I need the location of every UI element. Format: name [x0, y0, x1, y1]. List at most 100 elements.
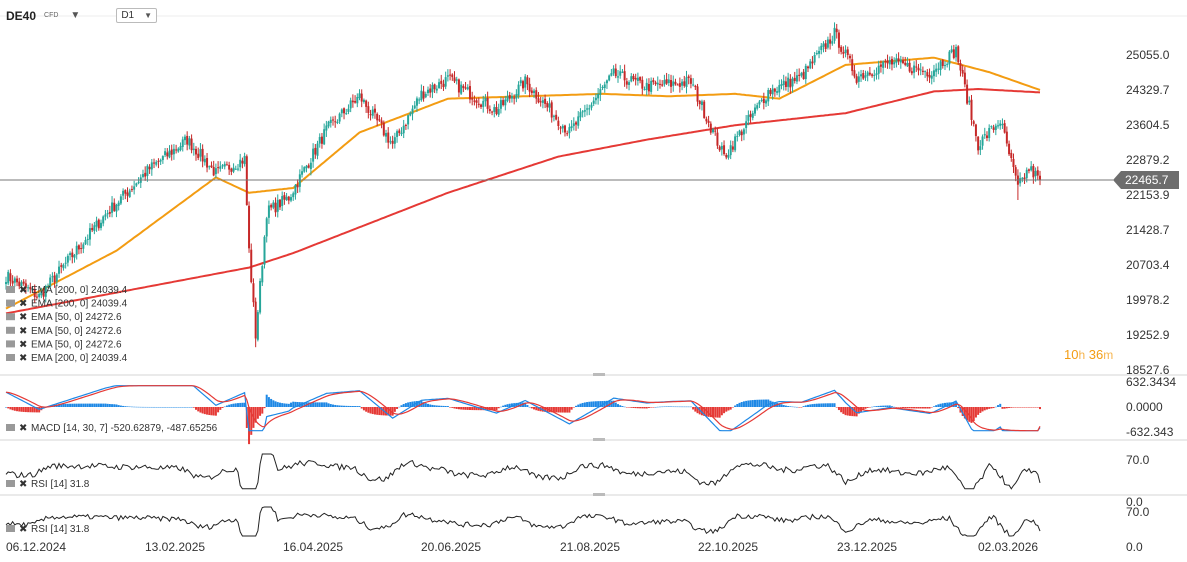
price-tick-label: 20703.4: [1126, 258, 1170, 272]
pane-resize-handle[interactable]: [593, 438, 605, 441]
candle: [424, 91, 427, 99]
eye-icon[interactable]: [6, 354, 15, 361]
macd-histogram-bar: [654, 406, 657, 408]
macd-histogram-bar: [957, 407, 960, 409]
legend-row[interactable]: ✖ EMA [200, 0] 24039.4: [6, 353, 128, 364]
macd-histogram-bar: [217, 407, 220, 413]
eye-icon[interactable]: [6, 525, 15, 532]
legend-label: EMA [50, 0] 24272.6: [31, 339, 122, 350]
macd-histogram-bar: [146, 406, 149, 408]
candle: [316, 140, 319, 160]
macd-histogram-bar: [422, 402, 425, 407]
macd-histogram-bar: [497, 407, 500, 409]
candle: [285, 192, 288, 201]
macd-histogram-bar: [462, 407, 465, 410]
macd-histogram-bar: [926, 407, 929, 409]
candle: [513, 94, 516, 105]
macd-histogram-bar: [104, 403, 107, 407]
macd-histogram-bar: [787, 406, 790, 407]
macd-histogram-bar: [314, 402, 317, 407]
macd-legend[interactable]: ✖ MACD [14, 30, 7] -520.62879, -487.65256: [6, 423, 218, 434]
candle: [676, 83, 679, 86]
candle: [422, 85, 425, 102]
candle: [985, 131, 988, 142]
timeframe-select[interactable]: D1 ▼: [116, 8, 158, 23]
symbol-name[interactable]: DE40: [6, 8, 37, 23]
legend-row[interactable]: ✖ EMA [50, 0] 24272.6: [6, 312, 122, 323]
candle: [27, 284, 30, 292]
rsi-legend[interactable]: ✖ RSI [14] 31.8: [6, 524, 90, 535]
candle: [380, 117, 383, 129]
candle: [860, 69, 863, 83]
close-icon[interactable]: ✖: [19, 524, 27, 535]
macd-histogram-bar: [614, 402, 617, 407]
eye-icon[interactable]: [6, 480, 15, 487]
candle: [820, 43, 823, 55]
macd-histogram-bar: [155, 406, 158, 408]
macd-histogram-bar: [760, 399, 763, 408]
close-icon[interactable]: ✖: [19, 326, 27, 337]
candle: [650, 77, 653, 95]
candle: [484, 94, 487, 107]
candle: [77, 244, 80, 255]
grid: [0, 15, 1187, 496]
pane-resize-handle[interactable]: [593, 373, 605, 376]
eye-icon[interactable]: [6, 424, 15, 431]
close-icon[interactable]: ✖: [19, 339, 27, 350]
macd-histogram-bar: [533, 407, 536, 410]
eye-icon[interactable]: [6, 286, 15, 293]
candle: [42, 288, 45, 300]
macd-histogram-bar: [455, 407, 458, 409]
candle: [855, 73, 858, 85]
legend-row[interactable]: ✖ EMA [50, 0] 24272.6: [6, 326, 122, 337]
macd-histogram-bar: [813, 403, 816, 407]
time-tick-label: 20.06.2025: [421, 540, 481, 554]
close-icon[interactable]: ✖: [19, 299, 27, 310]
legend-row[interactable]: ✖ EMA [200, 0] 24039.4: [6, 299, 128, 310]
candle: [283, 192, 286, 205]
macd-histogram-bar: [815, 403, 818, 408]
candle: [241, 157, 244, 169]
candle: [793, 71, 796, 84]
candle: [546, 101, 549, 112]
candle: [959, 59, 962, 77]
rsi-legend[interactable]: ✖ RSI [14] 31.8: [6, 479, 90, 490]
candle: [753, 103, 756, 116]
candle: [833, 22, 836, 44]
candle: [91, 223, 94, 233]
macd-histogram-bar: [378, 407, 381, 416]
indicator-legend[interactable]: ✖ EMA [200, 0] 24039.4 ✖ EMA [200, 0] 24039…: [6, 285, 128, 364]
legend-row[interactable]: ✖ EMA [50, 0] 24272.6: [6, 339, 122, 350]
candle: [343, 107, 346, 120]
macd-histogram-bar: [537, 407, 540, 411]
candle: [689, 74, 692, 89]
candle: [373, 104, 376, 119]
macd-histogram-bar: [950, 402, 953, 407]
chevron-down-icon[interactable]: ▼: [70, 10, 81, 21]
eye-icon[interactable]: [6, 326, 15, 334]
candle: [670, 74, 673, 94]
candle: [639, 76, 642, 84]
macd-histogram-bar: [720, 407, 723, 416]
legend-row[interactable]: ✖ EMA [200, 0] 24039.4: [6, 285, 128, 296]
candle: [137, 177, 140, 185]
eye-icon[interactable]: [6, 340, 15, 348]
eye-icon[interactable]: [6, 299, 15, 307]
close-icon[interactable]: ✖: [19, 353, 27, 364]
close-icon[interactable]: ✖: [19, 423, 27, 434]
candle: [86, 234, 89, 246]
close-icon[interactable]: ✖: [19, 312, 27, 323]
macd-histogram-bar: [347, 405, 350, 408]
candle: [835, 23, 838, 39]
candle: [119, 194, 122, 206]
candle: [802, 69, 805, 80]
eye-icon[interactable]: [6, 313, 15, 321]
macd-histogram-bar: [930, 407, 933, 408]
macd-histogram-bar: [871, 406, 874, 408]
close-icon[interactable]: ✖: [19, 479, 27, 490]
candle: [712, 127, 715, 134]
pane-resize-handle[interactable]: [593, 493, 605, 496]
close-icon[interactable]: ✖: [19, 285, 27, 296]
macd-histogram-bar: [402, 404, 405, 407]
